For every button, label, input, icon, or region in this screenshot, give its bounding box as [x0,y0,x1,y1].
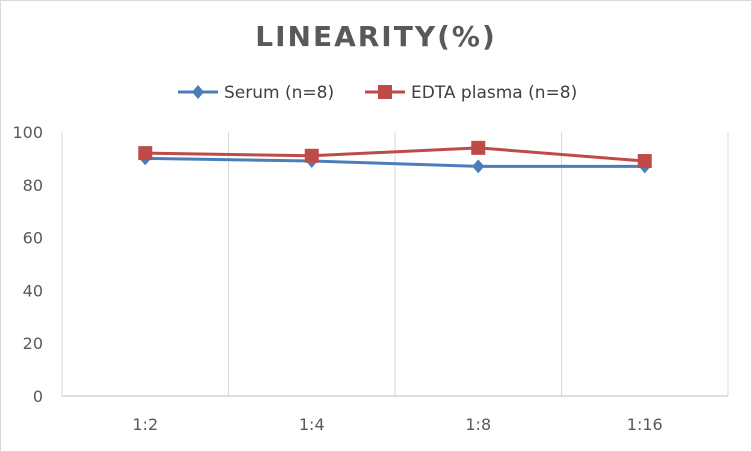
data-point [472,159,485,174]
legend-marker [378,85,392,99]
legend-label: Serum (n=8) [224,83,334,103]
y-tick-label: 100 [12,123,43,142]
x-tick-label: 1:4 [299,415,325,434]
y-tick-label: 40 [23,281,43,300]
x-tick-label: 1:2 [132,415,158,434]
y-tick-label: 60 [23,229,43,248]
x-tick-label: 1:16 [627,415,663,434]
legend-label: EDTA plasma (n=8) [411,83,577,103]
data-point [471,140,486,155]
series-line-0 [145,156,645,168]
legend-marker [192,85,204,99]
x-tick-label: 1:8 [465,415,491,434]
series-line-1 [145,146,645,163]
data-point [637,154,652,169]
data-point [138,146,153,161]
y-tick-label: 80 [23,176,43,195]
data-point [304,148,319,163]
y-tick-label: 20 [23,334,43,353]
chart-title: LINEARITY(%) [255,20,497,53]
y-tick-label: 0 [33,387,43,406]
